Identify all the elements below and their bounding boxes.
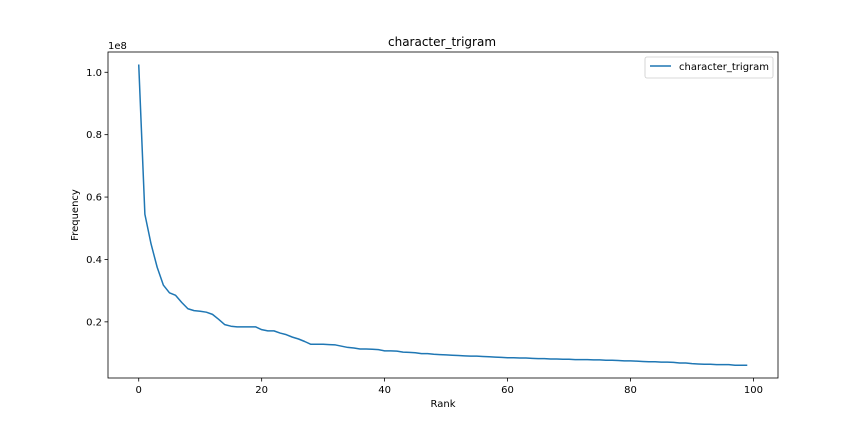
y-tick-label: 1.0 [86,68,102,79]
legend: character_trigram [644,56,774,79]
axes-frame [107,51,779,379]
x-tick-label: 20 [255,385,268,396]
x-tick-label: 40 [378,385,391,396]
x-axis-ticks: 0 20 40 60 80 100 [136,378,763,396]
series-line-0 [137,64,748,366]
legend-box [644,56,774,79]
x-tick-label: 100 [744,385,763,396]
y-tick-label: 0.2 [86,317,102,328]
series-layer [137,64,748,366]
y-axis-multiplier: 1e8 [108,41,127,52]
x-tick-label: 0 [136,385,142,396]
y-tick-label: 0.8 [86,130,102,141]
x-tick-label: 60 [501,385,514,396]
plot-area: 0 20 40 60 80 100 0.2 0.4 0.6 0.8 1.0 [86,51,779,396]
y-tick-label: 0.6 [86,193,102,204]
y-tick-label: 0.4 [86,255,102,266]
x-axis-label: Rank [431,399,456,410]
y-axis-label: Frequency [70,189,81,241]
legend-label-character-trigram: character_trigram [679,62,769,73]
x-tick-label: 80 [624,385,637,396]
chart-title: character_trigram [388,35,496,49]
y-axis-ticks: 0.2 0.4 0.6 0.8 1.0 [86,68,108,328]
